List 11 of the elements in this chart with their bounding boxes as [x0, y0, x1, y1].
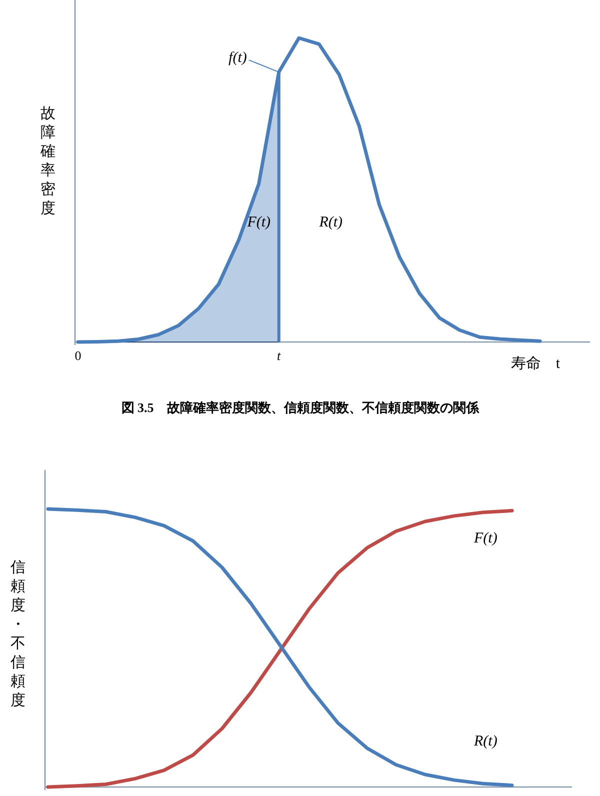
caption: 図 3.5 故障確率密度関数、信頼度関数、不信頼度関数の関係: [121, 400, 480, 415]
y-axis-title: 信頼度・不信頼度: [10, 559, 26, 709]
annotation: F(t): [246, 214, 271, 230]
y-axis-title: 故障確率密度: [40, 106, 56, 217]
text: R(t): [473, 733, 498, 750]
x-tick-label: t: [277, 348, 282, 363]
series-label: F(t): [473, 530, 498, 547]
x-tick-label: 0: [74, 348, 82, 363]
x-axis-title: 寿命 t: [510, 355, 561, 372]
annotation: R(t): [318, 214, 343, 230]
annotation: f(t): [228, 50, 247, 66]
